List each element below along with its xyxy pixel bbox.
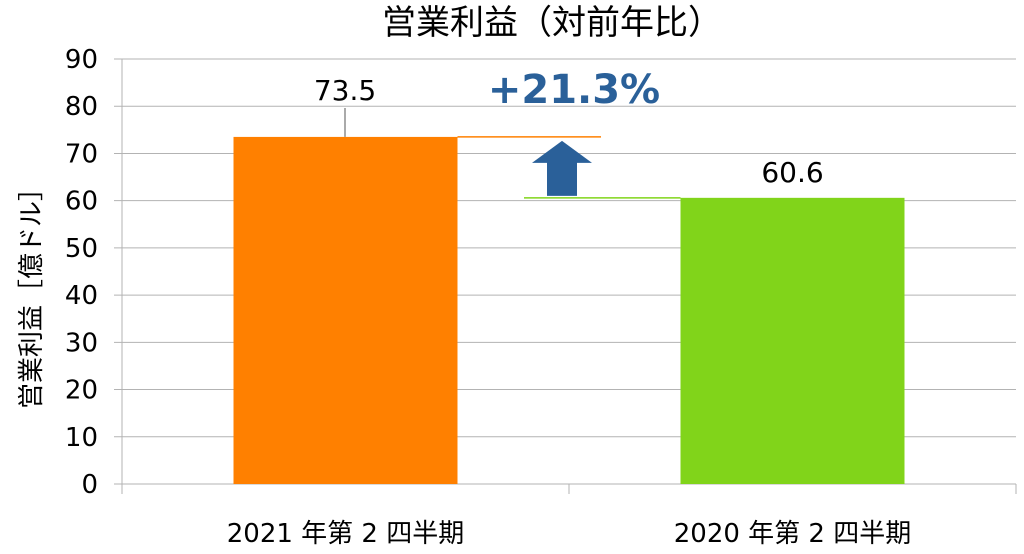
bar-1 (233, 136, 458, 484)
x-tick-label: 2020 年第 2 四半期 (674, 519, 912, 549)
growth-rate-label: +21.3% (488, 67, 660, 113)
plot-area: 73.5 60.6 (233, 74, 905, 485)
x-axis-labels: 2021 年第 2 四半期 2020 年第 2 四半期 (227, 519, 912, 549)
y-tick-label: 20 (65, 376, 98, 406)
y-tick-label: 30 (65, 328, 98, 358)
y-axis-ticks: 0 10 20 30 40 50 60 70 80 90 (65, 45, 98, 500)
data-label: 73.5 (314, 74, 376, 107)
y-tick-label: 70 (65, 139, 98, 169)
y-tick-label: 90 (65, 45, 98, 75)
y-tick-label: 50 (65, 234, 98, 264)
y-tick-label: 80 (65, 92, 98, 122)
y-tick-label: 60 (65, 187, 98, 217)
data-label: 60.6 (761, 156, 823, 189)
y-tick-label: 10 (65, 423, 98, 453)
growth-annotation: +21.3% (344, 67, 681, 199)
y-axis-label: 営業利益［億ドル］ (17, 175, 47, 409)
up-arrow-icon (532, 140, 592, 196)
y-tick-label: 0 (81, 470, 98, 500)
chart-title: 営業利益（対前年比） (382, 3, 722, 43)
y-tick-label: 40 (65, 281, 98, 311)
x-tick-label: 2021 年第 2 四半期 (227, 519, 465, 549)
bar-2 (680, 197, 905, 485)
